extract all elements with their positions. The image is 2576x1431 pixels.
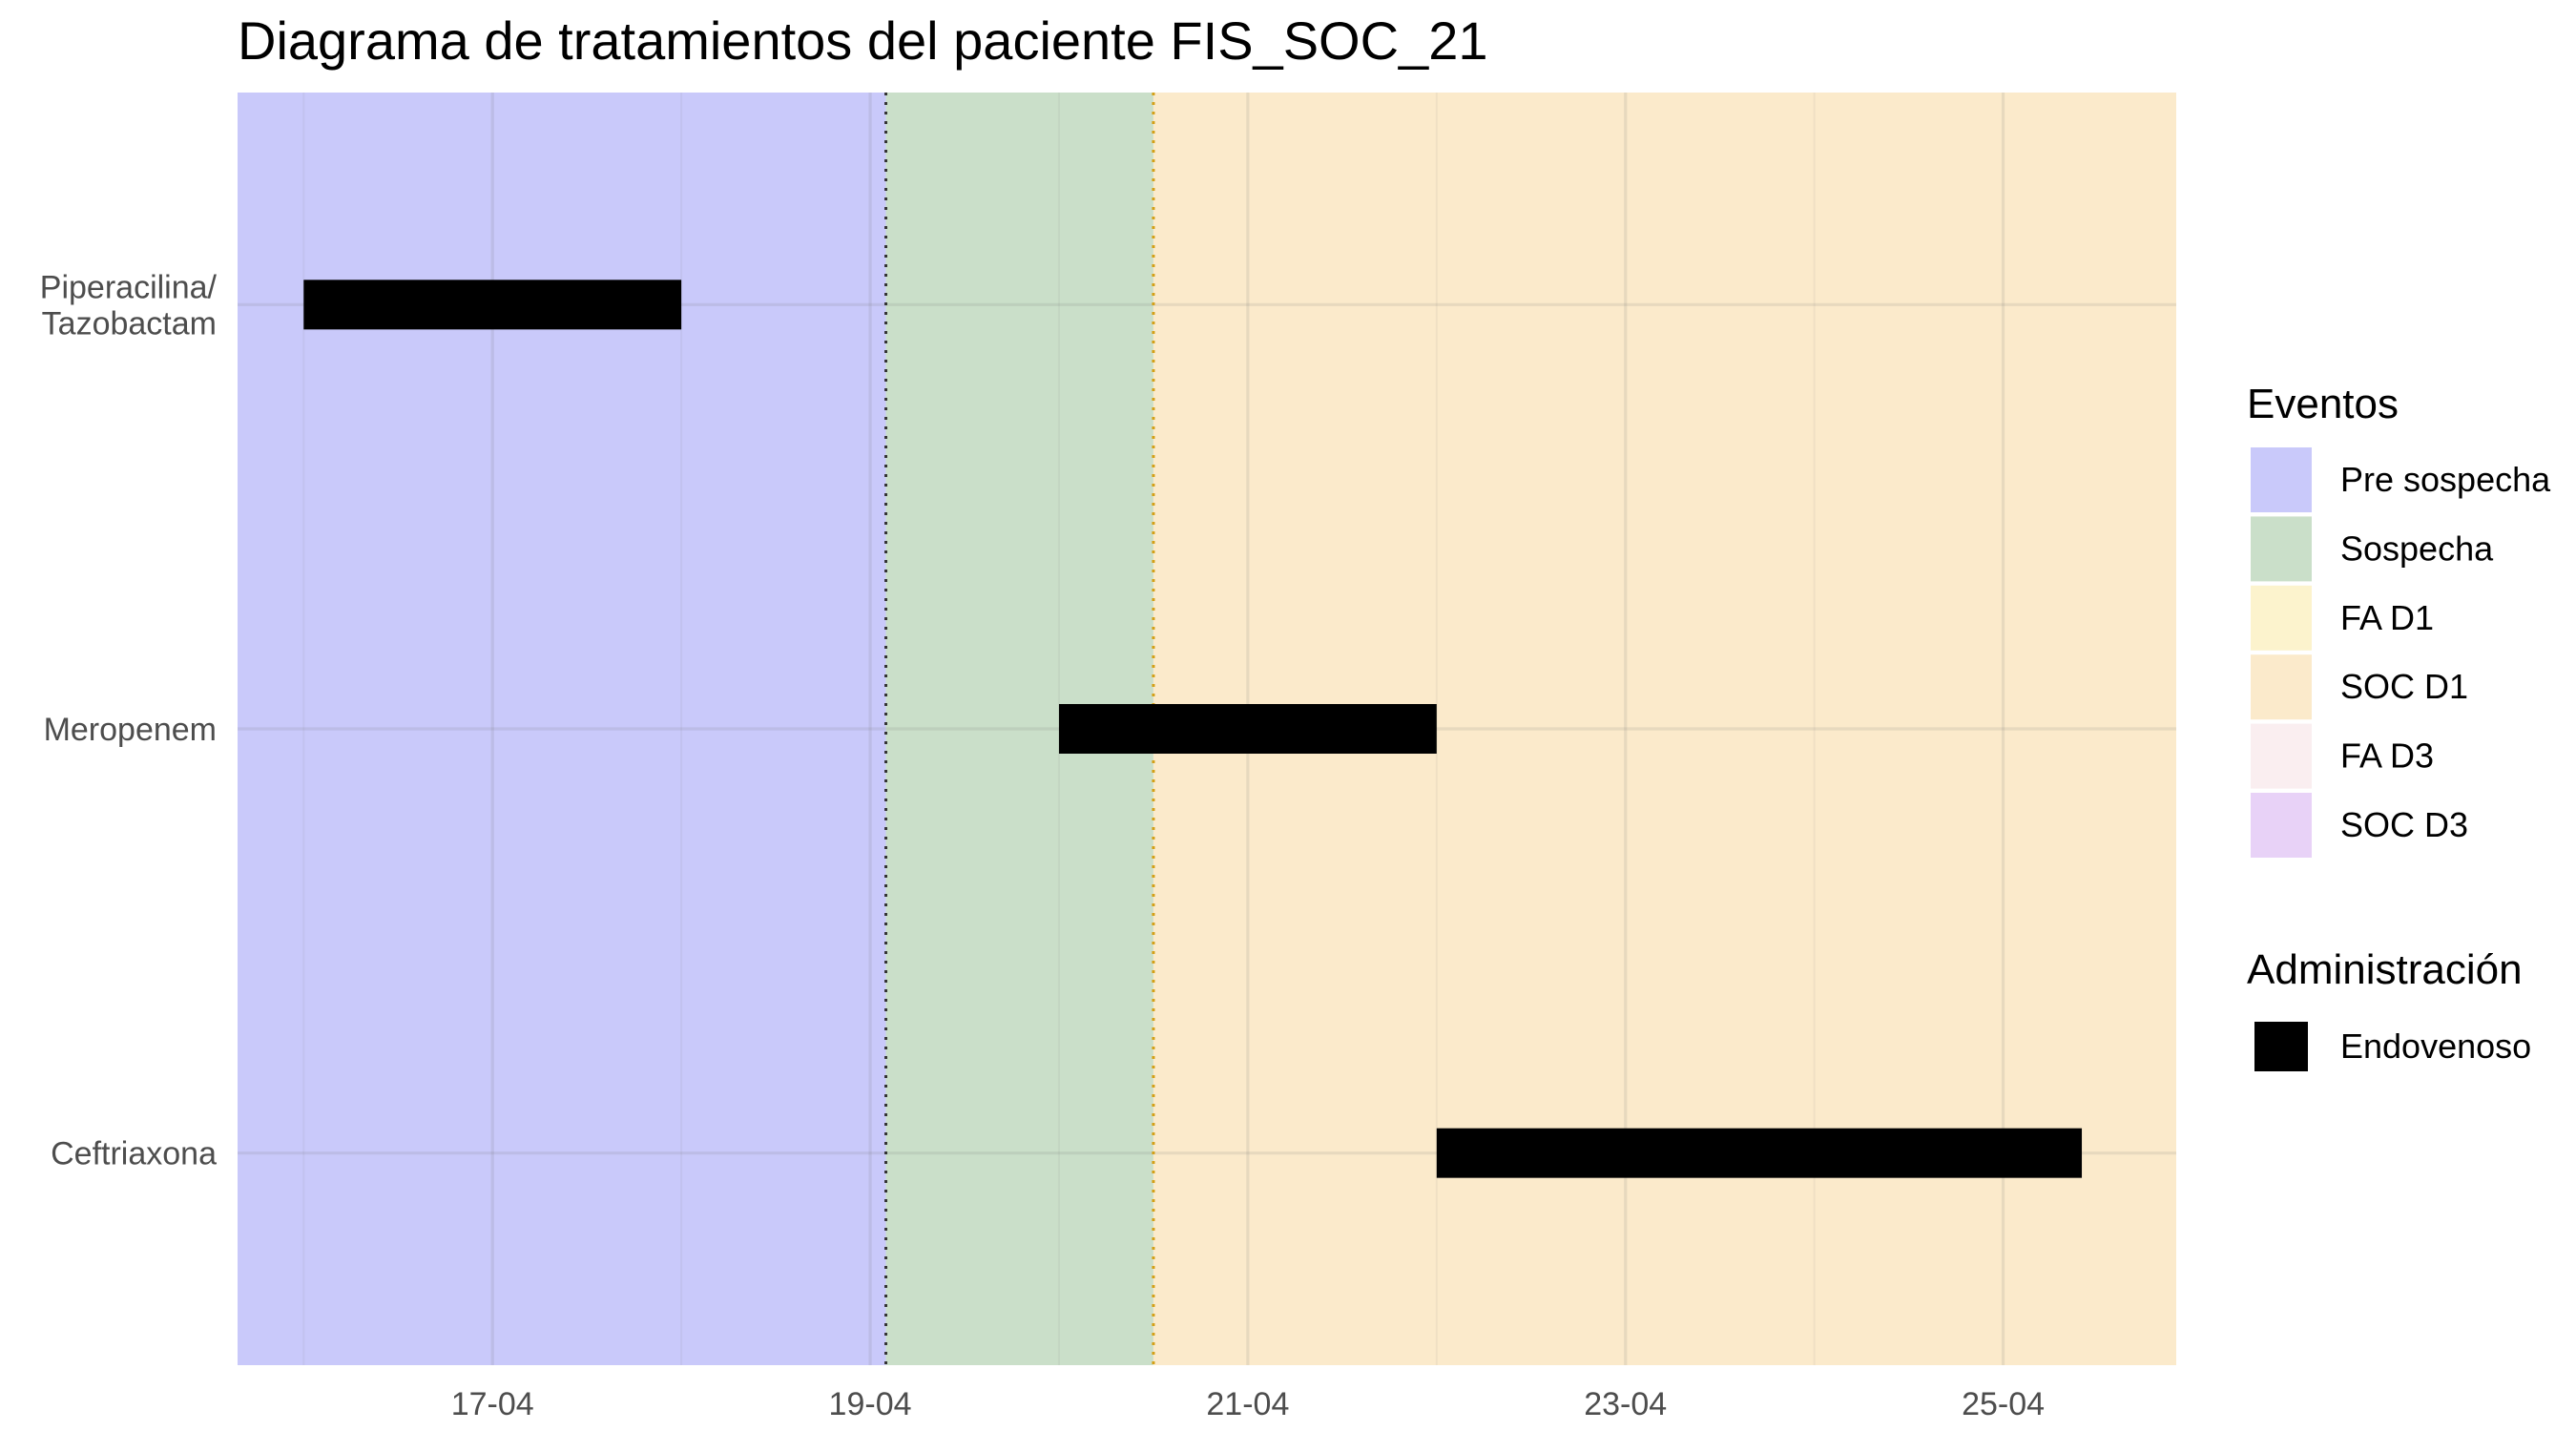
x-axis-tick-label: 23-04 [1584,1386,1667,1422]
x-axis-labels: 17-04 19-04 21-04 23-04 25-04 [451,1386,2045,1422]
y-axis-label: Meropenem [44,712,217,748]
y-axis-label: Piperacilina/Tazobactam [40,269,218,342]
legend-label-fa-d3: FA D3 [2340,736,2434,776]
legend-label-sospecha: Sospecha [2340,529,2494,568]
legend-swatch-soc-d3 [2251,793,2312,858]
y-axis-label-line: Tazobactam [42,305,217,342]
treatment-bar-ceftriaxona [1436,1128,2083,1178]
legend-label-soc-d3: SOC D3 [2340,805,2468,844]
treatment-bars [303,280,2083,1178]
x-axis-tick-label: 25-04 [1962,1386,2045,1422]
x-axis-tick-label: 21-04 [1206,1386,1289,1422]
x-axis-tick-label: 17-04 [451,1386,534,1422]
legend-swatch-pre-sospecha [2251,447,2312,512]
chart-title: Diagrama de tratamientos del paciente FI… [238,10,1487,71]
legend-title-administracion: Administración [2247,946,2523,993]
y-axis-labels: Piperacilina/Tazobactam Meropenem Ceftriax… [40,269,218,1172]
treatment-bar-meropenem [1058,704,1437,754]
legend-label-fa-d1: FA D1 [2340,598,2434,637]
legend-label-pre-sospecha: Pre sospecha [2340,460,2551,499]
y-axis-label: Ceftriaxona [51,1136,217,1172]
legend-swatch-endovenoso [2254,1022,2308,1071]
y-axis-label-line: Meropenem [44,712,217,748]
legend-swatch-sospecha [2251,516,2312,582]
legend-swatch-fa-d3 [2251,723,2312,789]
x-axis-tick-label: 19-04 [829,1386,912,1422]
legend-label-endovenoso: Endovenoso [2340,1027,2531,1066]
y-axis-label-line: Ceftriaxona [51,1136,217,1172]
legend-label-soc-d1: SOC D1 [2340,667,2468,706]
y-axis-label-line: Piperacilina/ [40,269,218,305]
treatment-bar-piperacilina-tazobactam [303,280,682,330]
legend-title-eventos: Eventos [2247,381,2399,427]
legend-swatch-fa-d1 [2251,585,2312,651]
legend: Eventos Pre sospecha Sospecha FA D1 SOC D1 FA… [2247,381,2551,1071]
legend-swatch-soc-d1 [2251,654,2312,720]
event-markers [884,93,1155,1365]
